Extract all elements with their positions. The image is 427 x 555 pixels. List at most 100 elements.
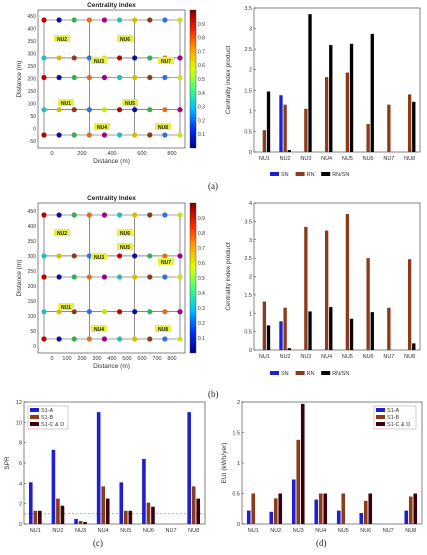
x-tick-label: NU1: [259, 156, 270, 162]
panel-d: 0 0.5 1 1.5 2 EUI (kWh/yer) NU1 NU2 NU3 NU4 NU5 NU6…: [216, 398, 427, 550]
network-node: [41, 55, 47, 61]
network-node: [116, 17, 123, 23]
network-node: [116, 107, 123, 113]
y-tick-label: 0.5: [244, 129, 252, 135]
bar-s1-c-d: [60, 505, 65, 524]
network-node: [132, 212, 138, 218]
network-node: [132, 274, 138, 280]
zone-marker: [117, 243, 133, 250]
network-node: [162, 212, 168, 218]
x-tick-label: NU4: [321, 156, 332, 162]
bar-s1-b: [33, 510, 38, 524]
legend: S1-AS1-BS1-C & D: [27, 405, 69, 430]
bar-s1-b: [191, 486, 196, 524]
network-node: [132, 132, 138, 138]
bar-sn: [279, 95, 283, 152]
colorbar-tick-label: 0.7: [198, 49, 205, 55]
network-node: [56, 253, 62, 259]
network-node: [147, 132, 153, 138]
bar-rn: [407, 94, 412, 152]
bar-s1-a: [246, 510, 251, 524]
bar-s1-c-d: [128, 510, 133, 524]
x-tick-label: 800: [167, 356, 176, 362]
y-tick-label: 0: [19, 522, 22, 528]
bar-rn-sn: [287, 149, 291, 152]
panel-a-map: Centrality Index 0 200 400 600 800 -50 0 50 100 15…: [0, 0, 215, 180]
legend-swatch: [270, 371, 279, 375]
network-node: [56, 55, 62, 61]
y-tick-label: 200: [28, 284, 37, 290]
y-axis-label: SPR: [4, 456, 11, 470]
zone-label: NU5: [120, 245, 130, 251]
zone-marker: [94, 123, 110, 130]
legend-label: S1-A: [387, 408, 400, 414]
network-node: [177, 274, 183, 280]
y-tick-label: 350: [28, 39, 37, 45]
y-tick-label: 150: [28, 299, 37, 305]
bar-rn-sn: [266, 325, 271, 350]
colorbar: [189, 9, 197, 149]
chart-a-map: Centrality Index 0 200 400 600 800 -50 0 50 100 15…: [16, 2, 205, 165]
network-node: [71, 55, 77, 61]
legend-label: S1-C & D: [41, 422, 64, 428]
y-axis-label: Distance (m): [16, 260, 23, 297]
x-tick-label: NU6: [360, 528, 371, 534]
bar-rn: [345, 72, 350, 152]
y-tick-label: 1.5: [244, 88, 252, 94]
network-node: [56, 309, 62, 315]
bar-rn-sn: [308, 14, 312, 152]
y-tick-label: 3.5: [244, 6, 252, 12]
colorbar-tick-label: 0.3: [198, 306, 205, 312]
zone-marker: [54, 229, 70, 236]
panel-label-b: (b): [208, 389, 219, 399]
legend-swatch: [30, 422, 39, 426]
legend: S1-AS1-BS1-C & D: [373, 405, 417, 430]
network-node: [147, 74, 153, 81]
y-tick-label: 2: [249, 68, 252, 74]
zone-marker: [58, 303, 74, 310]
network-node: [177, 309, 183, 315]
legend-swatch: [30, 408, 39, 412]
y-tick-label: 10: [16, 420, 22, 426]
y-tick-label: 1: [249, 109, 252, 115]
network-node: [147, 336, 153, 342]
network-node: [101, 74, 108, 81]
bar-s1-a: [119, 482, 124, 524]
network-node: [71, 107, 77, 113]
colorbar-tick-label: 0.4: [198, 291, 205, 297]
legend-label: SN: [281, 371, 289, 377]
x-tick-label: 0: [50, 356, 53, 362]
network-node: [41, 132, 47, 138]
legend-label: RN: [307, 371, 315, 377]
legend-label: SN: [281, 172, 289, 178]
x-tick-label: NU5: [120, 528, 131, 534]
x-tick-label: 300: [92, 356, 101, 362]
legend-label: S1-B: [41, 415, 54, 421]
legend-label: RN: [307, 172, 315, 178]
y-tick-label: 1: [237, 461, 240, 467]
network-node: [177, 253, 183, 259]
zone-marker: [158, 57, 174, 64]
bar-s1-b: [273, 498, 278, 524]
bar-rn: [304, 226, 308, 350]
colorbar-tick-label: 0.6: [198, 63, 205, 69]
network-node: [41, 74, 47, 81]
network-node: [132, 55, 138, 61]
bar-s1-c-d: [38, 510, 42, 524]
plot-area: [253, 202, 421, 351]
y-tick-label: 0.5: [244, 330, 252, 336]
bar-s1-b: [408, 496, 413, 524]
bar-rn-sn: [412, 101, 416, 152]
network-node: [71, 132, 77, 138]
y-tick-label: 4: [249, 201, 252, 207]
zone-label: NU8: [158, 125, 168, 131]
network-node: [101, 212, 108, 218]
network-node: [132, 17, 138, 23]
network-node: [147, 107, 153, 113]
y-tick-label: 300: [28, 254, 37, 260]
x-tick-label: NU2: [52, 528, 63, 534]
zone-label: NU3: [94, 255, 104, 261]
legend-swatch: [376, 415, 385, 419]
colorbar-tick-label: 0.3: [198, 105, 205, 111]
y-axis-label: Centrality index product: [225, 242, 232, 310]
